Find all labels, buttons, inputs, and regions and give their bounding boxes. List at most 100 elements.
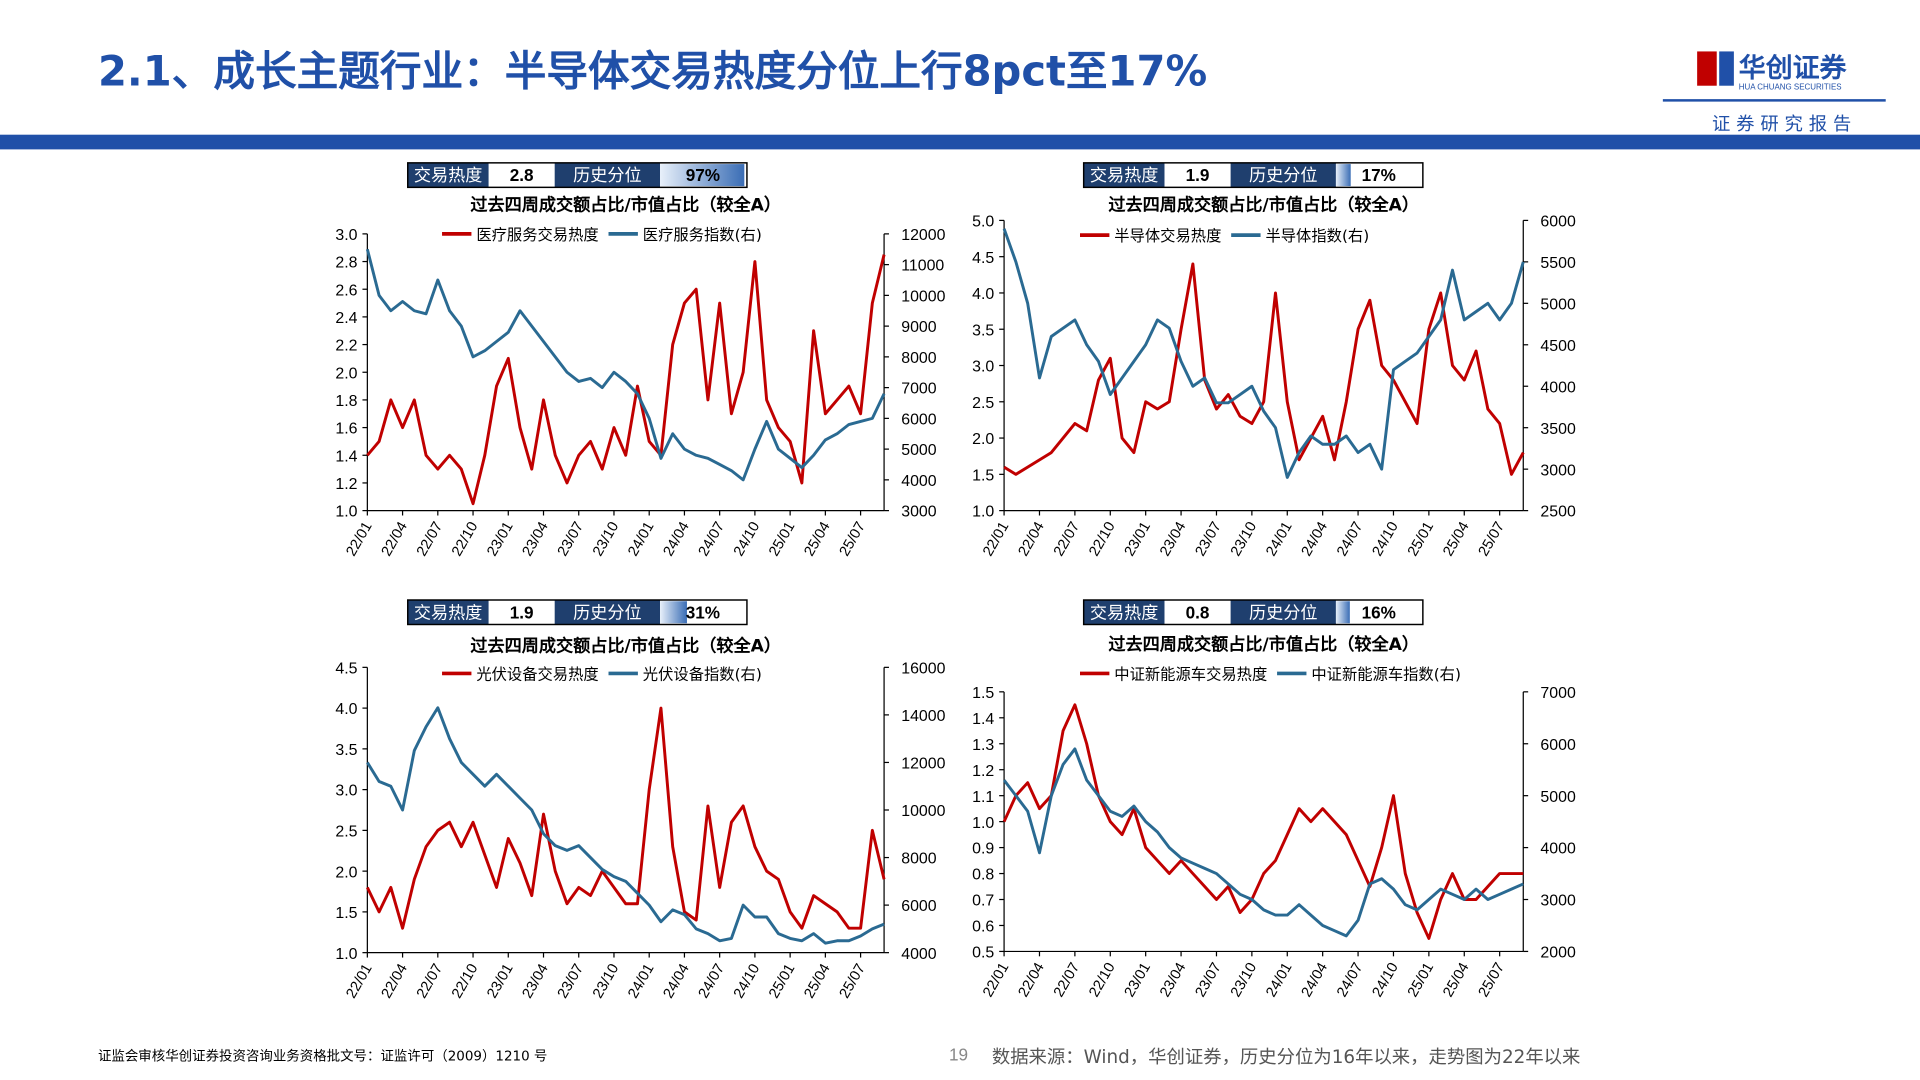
- x-tick-label: 23/01: [484, 519, 516, 559]
- x-tick-label: 24/01: [625, 519, 657, 559]
- x-tick-label: 25/04: [801, 519, 833, 559]
- percentile-label: 97%: [686, 165, 720, 185]
- y-tick-label: 1.8: [335, 393, 357, 410]
- x-tick-label: 23/10: [590, 519, 622, 559]
- info-label: 历史分位: [1249, 603, 1318, 623]
- y2-tick-label: 3000: [1540, 893, 1576, 910]
- y2-tick-label: 10000: [901, 288, 945, 305]
- x-tick-label: 22/07: [414, 519, 446, 559]
- y2-tick-label: 11000: [901, 258, 944, 275]
- x-tick-label: 24/07: [696, 519, 728, 559]
- x-tick-label: 25/01: [766, 961, 798, 1001]
- x-tick-label: 23/10: [1228, 960, 1260, 1000]
- series-line: [1002, 703, 1524, 940]
- y2-tick-label: 5000: [901, 442, 937, 459]
- legend-label: 医疗服务指数(右): [643, 226, 762, 244]
- y-tick-label: 4.5: [972, 250, 994, 267]
- x-tick-label: 24/04: [1299, 960, 1331, 1000]
- y-tick-label: 0.9: [972, 841, 994, 858]
- series-line: [1002, 747, 1524, 938]
- info-box: [407, 599, 748, 626]
- x-tick-label: 25/04: [801, 961, 833, 1001]
- y-tick-label: 4.0: [972, 286, 994, 303]
- x-tick-label: 25/07: [1476, 519, 1508, 559]
- logo-mark: [1697, 51, 1717, 86]
- x-tick-label: 23/04: [1157, 960, 1189, 1000]
- legend-label: 医疗服务交易热度: [476, 226, 598, 244]
- y-tick-label: 1.0: [335, 504, 357, 521]
- heat-value: 1.9: [1186, 165, 1210, 185]
- info-label: 交易热度: [1090, 603, 1159, 623]
- logo-mark: [1719, 51, 1734, 86]
- y-tick-label: 3.0: [335, 227, 357, 244]
- chart-title: 过去四周成交额占比/市值占比（较全A）: [1108, 195, 1419, 216]
- x-tick-label: 24/07: [696, 961, 728, 1001]
- y2-tick-label: 7000: [901, 381, 937, 398]
- x-tick-label: 25/07: [1476, 960, 1508, 1000]
- y-tick-label: 0.5: [972, 945, 994, 962]
- percentile-bar: [660, 164, 745, 187]
- heat-value: 2.8: [510, 165, 534, 185]
- x-tick-label: 23/07: [1193, 960, 1225, 1000]
- percentile-label: 16%: [1362, 602, 1396, 622]
- y-tick-label: 1.0: [972, 504, 994, 521]
- legend-label: 中证新能源车指数(右): [1311, 666, 1461, 684]
- x-tick-label: 22/07: [1051, 960, 1083, 1000]
- y-tick-label: 2.2: [335, 338, 357, 355]
- y2-tick-label: 8000: [901, 851, 937, 868]
- y2-tick-label: 7000: [1540, 685, 1576, 702]
- y2-tick-label: 8000: [901, 350, 937, 367]
- report-tag: 证 券 研 究 报 告: [1712, 114, 1851, 135]
- y-tick-label: 1.0: [335, 946, 357, 963]
- footer-license: 证监会审核华创证券投资咨询业务资格批文号：证监许可（2009）1210 号: [98, 1048, 547, 1064]
- footer-source: 数据来源：Wind，华创证券，历史分位为16年以来，走势图为22年以来: [992, 1047, 1581, 1068]
- y-tick-label: 2.4: [335, 310, 357, 327]
- x-tick-label: 22/01: [980, 519, 1012, 559]
- y2-tick-label: 16000: [901, 660, 945, 677]
- x-tick-label: 24/04: [1299, 519, 1331, 559]
- y-tick-label: 0.8: [972, 867, 994, 884]
- y2-tick-label: 4000: [1540, 379, 1576, 396]
- logo: 华创证券 HUA CHUANG SECURITIES 证 券 研 究 报 告: [1662, 51, 1886, 135]
- y2-tick-label: 4000: [901, 473, 937, 490]
- x-tick-label: 24/10: [731, 519, 763, 559]
- info-label-cell: [1083, 162, 1165, 188]
- x-tick-label: 25/01: [1405, 960, 1437, 1000]
- y-tick-label: 2.6: [335, 282, 357, 299]
- legend-label: 半导体指数(右): [1265, 227, 1369, 245]
- y2-tick-label: 9000: [901, 319, 937, 336]
- y2-tick-label: 3500: [1540, 421, 1576, 438]
- series-line: [366, 254, 886, 506]
- y-tick-label: 3.0: [335, 783, 357, 800]
- legend-label: 中证新能源车交易热度: [1114, 666, 1267, 684]
- x-tick-label: 23/04: [520, 961, 552, 1001]
- y-tick-label: 2.0: [972, 431, 994, 448]
- x-tick-label: 22/07: [1051, 519, 1083, 559]
- chart: 交易热度 0.8 历史分位 16% 过去四周成交额占比/市值占比（较全A） 0.5 0.6 0…: [972, 599, 1576, 1000]
- x-tick-label: 25/07: [837, 519, 869, 559]
- series-line: [1002, 228, 1525, 479]
- y-tick-label: 2.5: [972, 395, 994, 412]
- info-label: 交易热度: [414, 166, 483, 186]
- y2-tick-label: 2000: [1540, 945, 1576, 962]
- info-label-cell: [554, 162, 660, 188]
- y-tick-label: 1.4: [335, 448, 357, 465]
- x-tick-label: 24/07: [1334, 960, 1366, 1000]
- y-tick-label: 1.0: [972, 815, 994, 832]
- y2-tick-label: 12000: [901, 227, 945, 244]
- info-label-cell: [407, 162, 489, 188]
- y-tick-label: 1.5: [972, 685, 994, 702]
- y-tick-label: 1.6: [335, 421, 357, 438]
- x-tick-label: 22/01: [343, 961, 375, 1001]
- y-tick-label: 4.0: [335, 701, 357, 718]
- x-tick-label: 23/10: [590, 961, 622, 1001]
- x-tick-label: 22/04: [1016, 960, 1048, 1000]
- info-label: 交易热度: [1090, 166, 1159, 186]
- y2-tick-label: 4000: [901, 946, 937, 963]
- x-tick-label: 24/07: [1334, 519, 1366, 559]
- y2-tick-label: 6000: [901, 411, 937, 428]
- x-tick-label: 24/10: [1370, 519, 1402, 559]
- y-tick-label: 2.0: [335, 365, 357, 382]
- y-tick-label: 2.8: [335, 255, 357, 272]
